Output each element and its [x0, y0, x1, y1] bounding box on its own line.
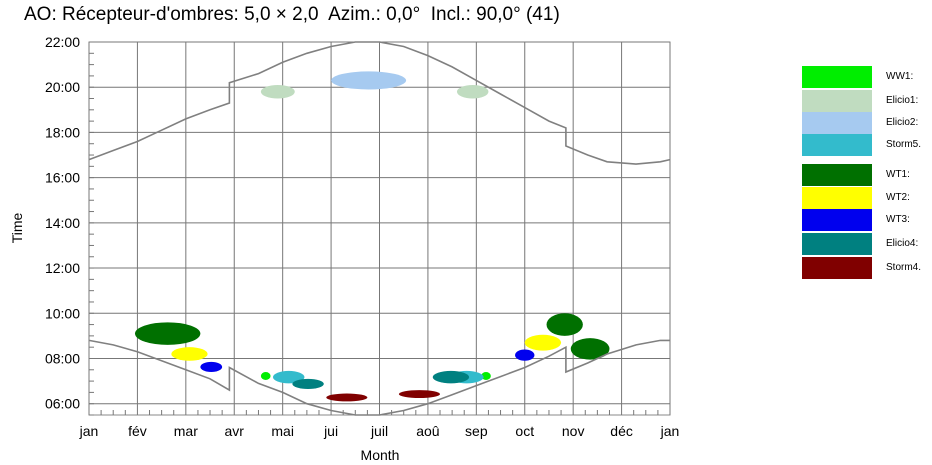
legend-swatch — [802, 257, 872, 279]
shadow-region — [260, 84, 295, 99]
legend-item: Storm5. — [802, 134, 930, 156]
sunset-curve — [88, 41, 671, 165]
y-tick-label: 10:00 — [45, 305, 80, 321]
legend-item: Elicio2: — [802, 112, 930, 134]
legend-swatch — [802, 164, 872, 186]
legend-label: Elicio4: — [886, 238, 919, 249]
y-tick-label: 12:00 — [45, 260, 80, 276]
shadow-region — [432, 370, 470, 384]
legend-item: WW1: — [802, 66, 930, 88]
legend-swatch — [802, 187, 872, 209]
shadow-region — [524, 334, 562, 351]
shadow-region — [326, 393, 368, 402]
y-axis-label: Time — [9, 212, 25, 243]
x-tick-label: déc — [610, 423, 633, 439]
shadow-region — [260, 372, 271, 380]
shadow-region — [134, 322, 201, 345]
legend-swatch — [802, 66, 872, 88]
x-tick-label: aoû — [416, 423, 439, 439]
x-tick-label: jui — [323, 423, 338, 439]
legend-label: WW1: — [886, 71, 914, 82]
y-tick-labels: 06:00 08:00 10:00 12:00 14:00 16:00 18:00 20:00… — [45, 34, 80, 412]
legend-item: Elicio4: — [802, 233, 930, 255]
x-tick-labels: jan fév mar avr mai jui juil aoû sep oct nov déc jan — [79, 423, 680, 439]
legend-item: Elicio1: — [802, 90, 930, 112]
shadow-region — [481, 372, 491, 380]
legend-label: Storm5. — [886, 139, 922, 150]
legend-label: Storm4. — [886, 262, 922, 273]
legend-item: WT2: — [802, 187, 930, 209]
legend-label: WT2: — [886, 192, 910, 203]
x-tick-label: oct — [515, 423, 534, 439]
x-tick-label: jan — [660, 423, 680, 439]
legend-swatch — [802, 233, 872, 255]
x-tick-label: mai — [271, 423, 294, 439]
y-tick-label: 22:00 — [45, 34, 80, 50]
shadow-region — [570, 338, 610, 360]
legend-label: WT1: — [886, 169, 910, 180]
legend-label: WT3: — [886, 214, 910, 225]
shadow-region-layer — [134, 71, 610, 402]
y-tick-label: 06:00 — [45, 396, 80, 412]
y-tick-label: 14:00 — [45, 215, 80, 231]
shadow-region — [272, 370, 305, 384]
legend-item: Storm4. — [802, 257, 930, 279]
x-tick-label: mar — [174, 423, 198, 439]
shadow-region — [292, 378, 324, 390]
y-tick-label: 18:00 — [45, 124, 80, 140]
x-tick-label: fév — [128, 423, 147, 439]
legend-item: WT3: — [802, 209, 930, 231]
legend-item: WT1: — [802, 164, 930, 186]
y-tick-label: 08:00 — [45, 350, 80, 366]
shadow-region — [398, 390, 441, 399]
shadow-region — [331, 71, 407, 90]
legend-label: Elicio1: — [886, 95, 919, 106]
y-tick-label: 20:00 — [45, 79, 80, 95]
legend-swatch — [802, 134, 872, 156]
shadow-region — [171, 347, 208, 361]
shadow-region — [200, 361, 223, 373]
shadow-region — [515, 349, 535, 361]
legend-label: Elicio2: — [886, 117, 919, 128]
sunrise-curve — [88, 339, 670, 416]
x-axis-label: Month — [361, 447, 400, 463]
x-tick-label: nov — [562, 423, 585, 439]
x-tick-label: jan — [79, 423, 99, 439]
x-tick-label: sep — [465, 423, 488, 439]
y-tick-label: 16:00 — [45, 170, 80, 186]
legend-swatch — [802, 90, 872, 112]
legend-swatch — [802, 209, 872, 231]
x-tick-label: avr — [225, 423, 245, 439]
shadow-region — [546, 313, 583, 336]
shadow-region — [456, 84, 489, 99]
legend-swatch — [802, 112, 872, 134]
sun-curve-layer — [88, 41, 671, 416]
chart-title: AO: Récepteur-d'ombres: 5,0 × 2,0 Azim.:… — [24, 4, 560, 25]
x-tick-label: juil — [370, 423, 388, 439]
